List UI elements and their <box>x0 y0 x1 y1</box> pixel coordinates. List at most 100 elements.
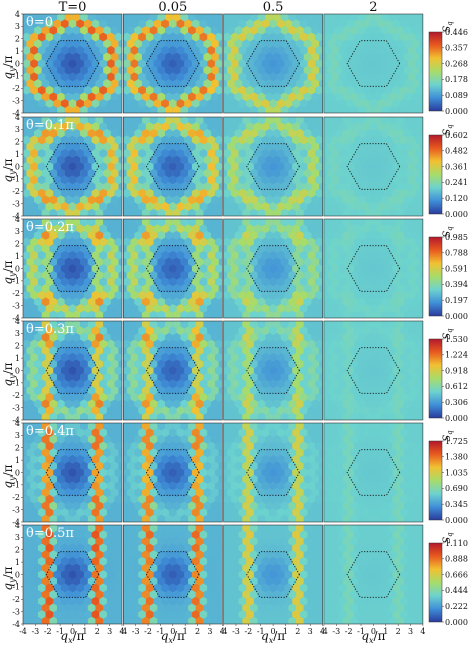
colorbar-tick-label: 0.000 <box>445 210 468 219</box>
y-tick-label: -3 <box>12 301 20 310</box>
heatmap-cell <box>115 6 123 15</box>
colorbar-tick-label: 0.000 <box>445 312 468 321</box>
y-tick-label: 0 <box>15 264 20 273</box>
heatmap-cell <box>423 112 431 121</box>
y-tick-label: -2 <box>12 391 20 400</box>
panel-r2-c1 <box>115 211 230 326</box>
heatmap-cell <box>346 6 354 15</box>
y-tick-label: 4 <box>15 113 20 122</box>
heatmap-cell <box>423 122 431 131</box>
column-title-0: T=0 <box>59 0 87 15</box>
heatmap-cell <box>331 6 339 15</box>
colorbar-tick-label: 0.612 <box>445 382 468 391</box>
panel-r1-c2 <box>215 109 330 224</box>
panel-r4-c1 <box>115 415 230 530</box>
heatmap-cell <box>393 6 401 15</box>
y-tick-label: 2 <box>15 138 20 147</box>
heatmap-cell <box>146 6 154 15</box>
row-label-0: θ=0 <box>26 15 53 30</box>
heatmap-cell <box>385 6 393 15</box>
heatmap-cell <box>423 6 431 15</box>
heatmap-cell <box>354 6 362 15</box>
colorbar-tick-label: 0.306 <box>445 398 468 407</box>
colorbar-tick-label: 0.089 <box>445 91 468 100</box>
colorbar-3 <box>429 339 442 418</box>
colorbar-tick-label: 0.268 <box>445 59 468 68</box>
heatmap-cell <box>400 6 408 15</box>
heatmap-cell <box>92 6 100 15</box>
colorbar-tick-label: 0.591 <box>445 264 468 273</box>
y-tick-label: 0 <box>15 59 20 68</box>
heatmap-cell <box>38 6 46 15</box>
colorbar-tick-label: 0.120 <box>445 194 468 203</box>
heatmap-cell <box>131 6 139 15</box>
y-tick-label: 4 <box>15 10 20 19</box>
y-axis-label: qy/π <box>1 260 17 284</box>
heatmap-cell <box>200 6 208 15</box>
colorbar-tick-label: 0.000 <box>445 107 468 116</box>
heatmap-cell <box>192 6 200 15</box>
heatmap-cell <box>292 6 300 15</box>
heatmap-cell <box>254 6 262 15</box>
colorbar-1 <box>429 135 442 214</box>
heatmap-cell <box>423 224 431 233</box>
y-tick-label: 3 <box>15 22 20 31</box>
y-tick-label: 3 <box>15 125 20 134</box>
heatmap-cell <box>122 6 130 15</box>
panel-r3-c2 <box>215 313 330 428</box>
y-tick-label: 0 <box>15 366 20 375</box>
colorbar-tick-label: 0.178 <box>445 75 468 84</box>
heatmap-cell <box>123 6 131 15</box>
y-tick-label: -3 <box>12 199 20 208</box>
y-tick-label: 3 <box>15 329 20 338</box>
y-tick-label: 3 <box>15 227 20 236</box>
colorbar-tick-label: 0.361 <box>445 162 468 171</box>
colorbar-tick-label: 0.394 <box>445 280 468 289</box>
colorbar-0 <box>429 32 442 111</box>
heatmap-cell <box>339 6 347 15</box>
heatmap-cell <box>423 419 431 428</box>
colorbar-tick-label: 0.241 <box>445 178 468 187</box>
heatmap-cell <box>423 326 431 335</box>
y-tick-label: 2 <box>15 342 20 351</box>
colorbar-title: Sq <box>442 328 454 340</box>
colorbar-title: Sq <box>442 226 454 238</box>
heatmap-cell <box>246 6 254 15</box>
y-tick-label: 0 <box>15 162 20 171</box>
colorbar-title: Sq <box>442 124 454 136</box>
heatmap-cell <box>416 6 424 15</box>
heatmap-cell <box>316 6 324 15</box>
heatmap-cell <box>231 6 239 15</box>
heatmap-cell <box>423 19 431 28</box>
y-tick-label: 2 <box>15 240 20 249</box>
heatmap-cell <box>223 6 231 15</box>
heatmap-cell <box>423 215 431 224</box>
y-tick-label: 4 <box>15 215 20 224</box>
heatmap-cell <box>23 6 31 15</box>
heatmap-cell <box>99 6 107 15</box>
heatmap-cell <box>115 6 123 15</box>
y-axis-label: qy/π <box>1 158 17 182</box>
heatmap-cell <box>300 6 308 15</box>
panel-r2-c3 <box>316 211 431 326</box>
colorbar-tick-label: 0.357 <box>445 44 468 53</box>
row-label-1: θ=0.1π <box>26 118 74 133</box>
heatmap-cell <box>423 521 431 530</box>
y-tick-label: 2 <box>15 35 20 44</box>
heatmap-cell <box>423 317 431 326</box>
heatmap-cell <box>377 6 385 15</box>
y-tick-label: 4 <box>15 317 20 326</box>
colorbar-tick-label: 0.197 <box>445 296 468 305</box>
y-axis-label: qy/π <box>1 362 17 386</box>
column-title-2: 0.5 <box>263 0 284 15</box>
heatmap-cell <box>323 6 331 15</box>
panel-r2-c2 <box>215 211 330 326</box>
panel-r1-c3 <box>316 109 431 224</box>
y-tick-label: -2 <box>12 289 20 298</box>
colorbar-tick-label: 1.224 <box>445 351 468 360</box>
y-tick-label: 1 <box>15 47 20 56</box>
heatmap-cell <box>308 6 316 15</box>
y-tick-label: -2 <box>12 84 20 93</box>
heatmap-cell <box>285 6 293 15</box>
